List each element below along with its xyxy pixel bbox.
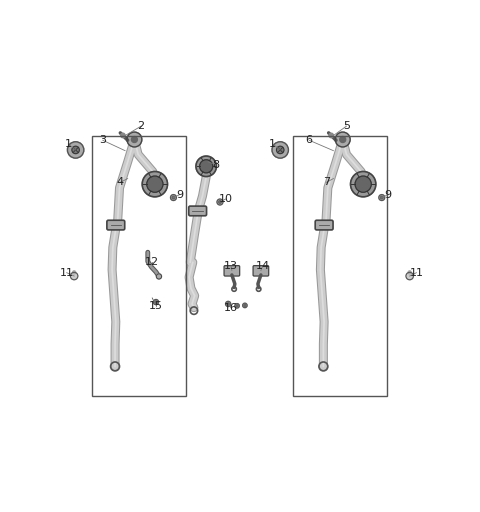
Text: 2: 2 — [138, 121, 144, 131]
Text: 12: 12 — [145, 257, 159, 267]
Circle shape — [329, 133, 334, 138]
Circle shape — [276, 146, 284, 154]
Circle shape — [120, 133, 125, 138]
Circle shape — [142, 172, 168, 197]
Circle shape — [340, 137, 346, 142]
Text: 9: 9 — [384, 189, 392, 200]
Circle shape — [235, 304, 240, 308]
Circle shape — [200, 160, 213, 173]
Text: 11: 11 — [60, 268, 74, 278]
Circle shape — [335, 132, 350, 147]
FancyBboxPatch shape — [315, 220, 333, 230]
Circle shape — [355, 176, 371, 192]
Circle shape — [170, 195, 177, 201]
FancyBboxPatch shape — [224, 266, 240, 276]
Circle shape — [272, 142, 288, 158]
Circle shape — [147, 176, 163, 192]
Circle shape — [226, 302, 231, 307]
Text: 7: 7 — [323, 177, 330, 187]
Circle shape — [350, 172, 376, 197]
Text: 14: 14 — [256, 261, 270, 271]
Text: 9: 9 — [176, 189, 183, 200]
Circle shape — [72, 146, 79, 154]
Text: 1: 1 — [65, 139, 72, 149]
Bar — [92, 136, 186, 396]
Circle shape — [132, 137, 137, 142]
Text: 4: 4 — [117, 177, 124, 187]
Circle shape — [243, 303, 247, 308]
Text: 16: 16 — [224, 303, 238, 313]
Text: 11: 11 — [409, 268, 423, 278]
Circle shape — [406, 272, 413, 280]
Text: 8: 8 — [212, 160, 219, 170]
Text: 15: 15 — [149, 301, 163, 311]
Circle shape — [217, 199, 223, 205]
Circle shape — [236, 305, 238, 307]
FancyBboxPatch shape — [189, 206, 206, 216]
Circle shape — [379, 195, 385, 201]
Circle shape — [244, 305, 246, 307]
Circle shape — [127, 132, 142, 147]
Circle shape — [71, 272, 78, 280]
Circle shape — [381, 196, 383, 199]
FancyBboxPatch shape — [253, 266, 269, 276]
Circle shape — [156, 274, 162, 279]
Text: 3: 3 — [99, 135, 106, 145]
Bar — [292, 136, 387, 396]
Text: 1: 1 — [269, 139, 276, 149]
Text: 13: 13 — [224, 261, 238, 271]
Circle shape — [67, 142, 84, 158]
Circle shape — [155, 301, 157, 303]
Circle shape — [196, 156, 216, 177]
Circle shape — [227, 303, 229, 305]
Text: 5: 5 — [343, 121, 350, 131]
FancyBboxPatch shape — [107, 220, 125, 230]
Text: 6: 6 — [306, 135, 313, 145]
Circle shape — [154, 300, 158, 305]
Circle shape — [172, 196, 175, 199]
Circle shape — [72, 271, 76, 274]
Text: 10: 10 — [218, 194, 232, 204]
Circle shape — [408, 271, 411, 274]
Circle shape — [218, 201, 221, 203]
